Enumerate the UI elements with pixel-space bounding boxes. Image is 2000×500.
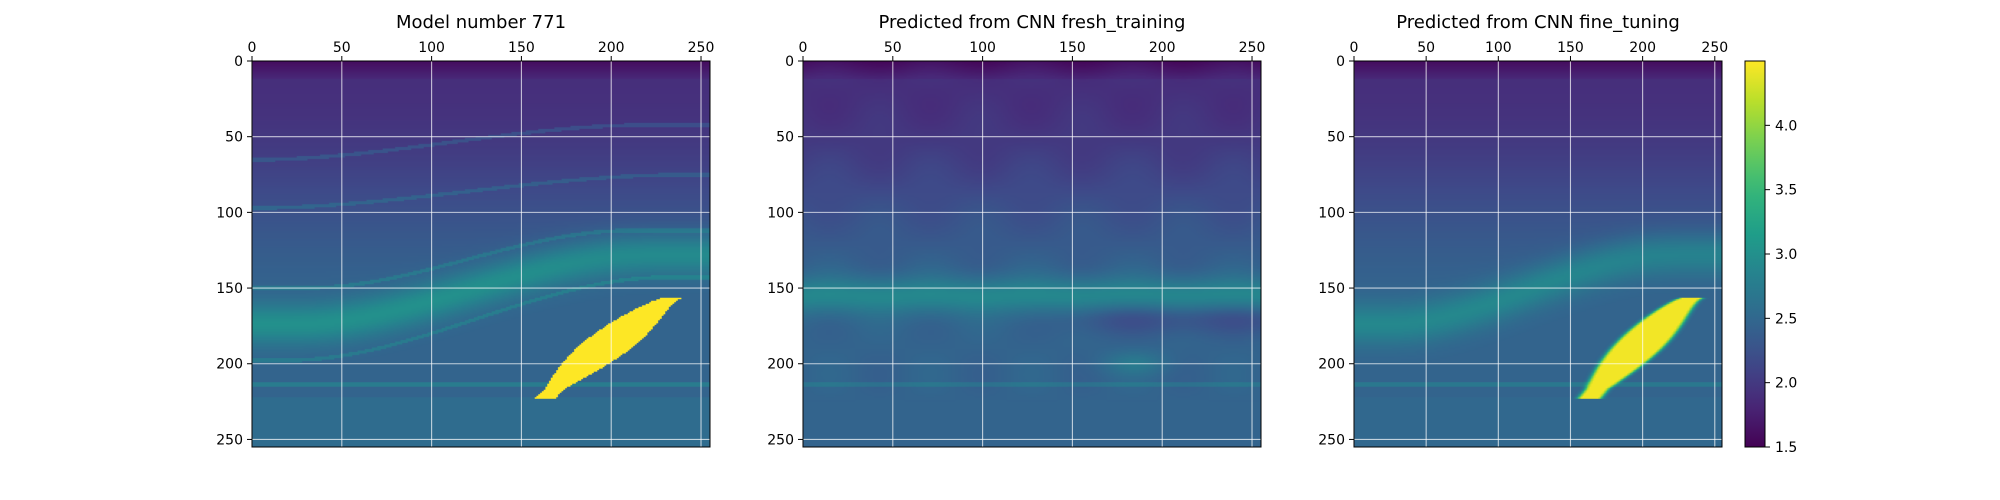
y-tick-label: 250 <box>216 432 243 448</box>
x-tick-label: 100 <box>969 40 996 56</box>
y-tick-label: 250 <box>767 432 794 448</box>
y-tick-label: 0 <box>785 54 794 70</box>
colorbar-tick-label: 3.5 <box>1775 183 1797 199</box>
y-tick-label: 0 <box>234 54 243 70</box>
heatmap-panel-1: 0 50 100 150 200 250 0 50 100 150 200 250 Model numb… <box>216 12 714 448</box>
y-tick-label: 100 <box>1318 205 1345 221</box>
y-tick-label: 200 <box>767 357 794 373</box>
colorbar-tick-label: 3.0 <box>1775 247 1797 263</box>
colorbar-tick-label: 2.0 <box>1775 376 1797 392</box>
heatmap-image <box>803 61 1261 447</box>
x-tick-label: 250 <box>1239 40 1266 56</box>
y-tick-label: 150 <box>1318 281 1345 297</box>
x-tick-label: 150 <box>1059 40 1086 56</box>
colorbar-tick-label: 4.0 <box>1775 118 1797 134</box>
colorbar: 1.5 2.0 2.5 3.0 3.5 4.0 <box>1744 60 1797 456</box>
colorbar-tick-label: 2.5 <box>1775 311 1797 327</box>
y-tick-label: 200 <box>1318 357 1345 373</box>
y-tick-label: 50 <box>776 130 794 146</box>
colorbar-gradient <box>1744 60 1766 448</box>
x-tick-label: 200 <box>1149 40 1176 56</box>
y-tick-label: 100 <box>767 205 794 221</box>
y-tick-label: 0 <box>1336 54 1345 70</box>
y-tick-label: 150 <box>767 281 794 297</box>
chart-title: Predicted from CNN fine_tuning <box>1396 12 1680 33</box>
y-tick-label: 50 <box>1327 130 1345 146</box>
y-tick-label: 150 <box>216 281 243 297</box>
x-tick-label: 0 <box>1350 40 1359 56</box>
y-tick-label: 250 <box>1318 432 1345 448</box>
x-tick-label: 200 <box>1629 40 1656 56</box>
x-tick-label: 100 <box>418 40 445 56</box>
axes-frame <box>251 60 711 448</box>
x-tick-label: 50 <box>884 40 902 56</box>
x-tick-label: 250 <box>1701 40 1728 56</box>
x-tick-label: 0 <box>799 40 808 56</box>
heatmap-panel-2: 0 50 100 150 200 250 0 50 100 150 200 250 Predicted … <box>767 12 1265 448</box>
axes-frame <box>1353 60 1723 448</box>
axes-frame <box>802 60 1262 448</box>
chart-title: Model number 771 <box>396 12 566 33</box>
x-tick-label: 100 <box>1485 40 1512 56</box>
x-tick-label: 50 <box>1417 40 1435 56</box>
heatmap-image <box>252 61 710 447</box>
y-tick-label: 100 <box>216 205 243 221</box>
x-tick-label: 150 <box>1557 40 1584 56</box>
chart-title: Predicted from CNN fresh_training <box>879 12 1186 33</box>
x-tick-label: 250 <box>688 40 715 56</box>
x-tick-label: 200 <box>598 40 625 56</box>
y-tick-label: 200 <box>216 357 243 373</box>
heatmap-panel-3: 0 50 100 150 200 250 0 50 100 150 200 250 Predicted … <box>1318 12 1728 448</box>
y-tick-label: 50 <box>225 130 243 146</box>
x-tick-label: 150 <box>508 40 535 56</box>
x-tick-label: 0 <box>248 40 257 56</box>
colorbar-tick-label: 1.5 <box>1775 440 1797 456</box>
heatmap-image <box>1354 61 1722 447</box>
x-tick-label: 50 <box>333 40 351 56</box>
